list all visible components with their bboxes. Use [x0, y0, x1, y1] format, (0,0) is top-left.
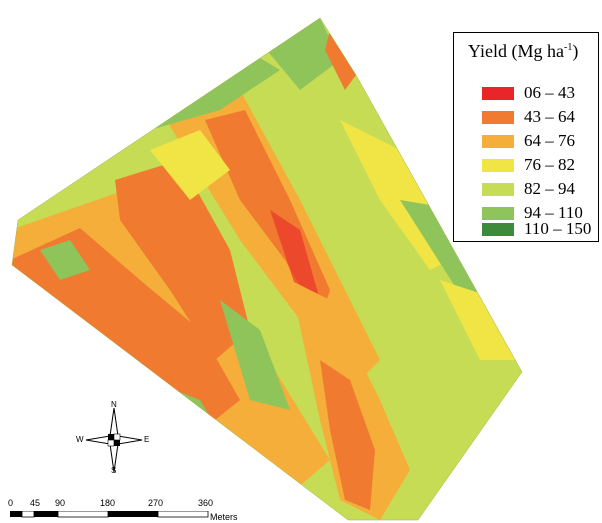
- scale-tick-label: 180: [100, 498, 116, 508]
- legend-item: 43 – 64: [482, 107, 597, 127]
- legend-swatch: [482, 159, 514, 172]
- scale-tick-label: 0: [8, 498, 14, 508]
- legend-label: 64 – 76: [524, 131, 575, 150]
- legend-label: 110 – 150: [524, 219, 592, 238]
- compass-north-label: N: [111, 400, 117, 409]
- legend-label: 43 – 64: [524, 107, 575, 126]
- legend-swatch: [482, 207, 514, 220]
- legend-item: 94 – 110: [482, 203, 597, 223]
- legend-swatch: [482, 111, 514, 124]
- legend-label: 06 – 43: [524, 83, 575, 102]
- compass-rose: N S E W: [74, 400, 154, 476]
- compass-south-label: S: [111, 466, 117, 475]
- scale-tick-label: 45: [30, 498, 41, 508]
- legend-item: 06 – 43: [482, 83, 597, 103]
- compass-west-label: W: [76, 435, 84, 444]
- legend-swatch: [482, 87, 514, 100]
- legend-label: 82 – 94: [524, 179, 575, 198]
- scale-tick-label: 270: [148, 498, 164, 508]
- map-legend: Yield (Mg ha-1) 06 – 43 43 – 64 64 – 76 …: [453, 32, 599, 242]
- legend-title: Yield (Mg ha-1): [468, 41, 579, 61]
- legend-item: 76 – 82: [482, 155, 597, 175]
- scale-bar-graphic: [10, 511, 209, 518]
- legend-item: 82 – 94: [482, 179, 597, 199]
- legend-label: 76 – 82: [524, 155, 575, 174]
- scale-unit-label: Meters: [210, 512, 238, 522]
- legend-swatch: [482, 183, 514, 196]
- scale-tick-label: 360: [198, 498, 214, 508]
- compass-east-label: E: [144, 435, 150, 444]
- compass-icon: [85, 407, 143, 473]
- legend-label: 94 – 110: [524, 203, 583, 222]
- scale-tick-label: 90: [55, 498, 66, 508]
- scale-bar: 0 45 90 180 270 360 Meters: [0, 498, 260, 523]
- legend-swatch: [482, 223, 514, 236]
- legend-item: 64 – 76: [482, 131, 597, 151]
- legend-item: 110 – 150: [482, 219, 597, 239]
- legend-swatch: [482, 135, 514, 148]
